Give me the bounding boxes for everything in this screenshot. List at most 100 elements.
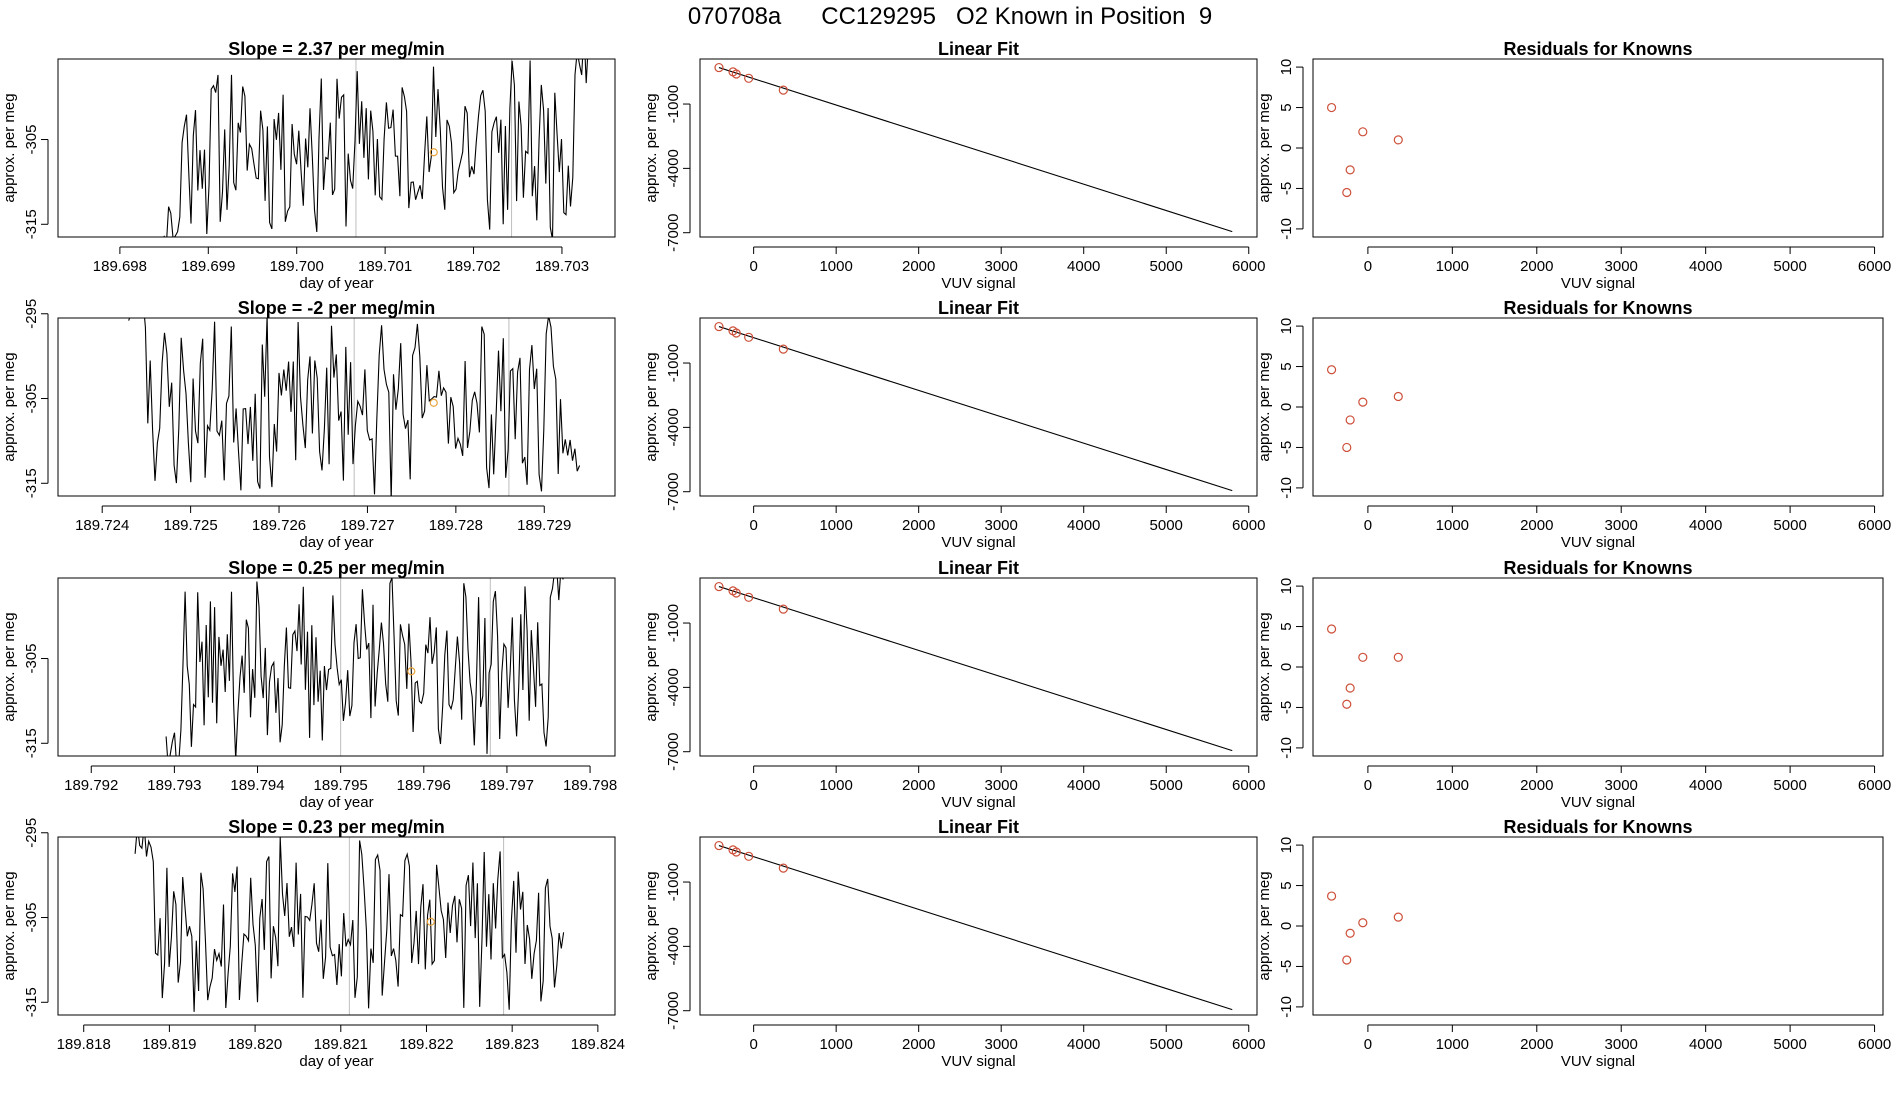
panel-frame (1312, 577, 1884, 757)
plot-area (714, 581, 1233, 752)
x-tick-label: 4000 (1689, 777, 1722, 794)
data-point (1342, 187, 1352, 198)
y-tick-label: 10 (1278, 318, 1295, 335)
y-tick-label: -305 (23, 903, 40, 933)
panel-frame (57, 577, 616, 757)
data-point (778, 85, 788, 95)
y-tick-label: -315 (23, 728, 40, 758)
data-point (1326, 891, 1337, 901)
x-tick-label: 1000 (1436, 517, 1469, 534)
y-tick-label: -4000 (665, 149, 682, 187)
x-tick-label: 3000 (1605, 517, 1638, 534)
y-tick-label: -4000 (665, 927, 682, 965)
x-tick-label: 0 (1364, 777, 1372, 794)
data-point (1393, 652, 1403, 662)
plot-area (714, 62, 1233, 233)
x-tick-label: 189.796 (397, 777, 451, 794)
y-axis-label: approx. per meg (1256, 93, 1273, 202)
y-tick-label: 10 (1278, 578, 1295, 595)
x-axis-label: VUV signal (941, 275, 1015, 292)
panel-frame (699, 836, 1258, 1016)
fit-line (718, 326, 1233, 492)
panel-frame (699, 577, 1258, 757)
x-tick-label: 3000 (1605, 777, 1638, 794)
y-tick-label: 0 (1278, 922, 1295, 930)
x-tick-label: 189.824 (571, 1036, 625, 1053)
x-tick-label: 5000 (1150, 258, 1183, 275)
data-point (731, 588, 741, 598)
x-tick-label: 189.700 (270, 258, 324, 275)
x-tick-label: 1000 (819, 258, 852, 275)
fit-line (718, 67, 1233, 233)
y-axis-label: approx. per meg (643, 871, 660, 980)
y-tick-label: 5 (1278, 103, 1295, 111)
y-tick-label: 5 (1278, 622, 1295, 630)
x-tick-label: 6000 (1232, 1036, 1265, 1053)
y-axis-label: approx. per meg (1256, 612, 1273, 721)
x-tick-label: 189.728 (429, 517, 483, 534)
x-axis-label: VUV signal (1561, 534, 1635, 551)
x-tick-label: 6000 (1858, 777, 1891, 794)
data-point (1358, 127, 1368, 137)
midpoint-marker (407, 667, 416, 676)
x-tick-label: 6000 (1858, 258, 1891, 275)
y-tick-label: -7000 (665, 214, 682, 252)
y-tick-label: 0 (1278, 144, 1295, 152)
panel-title: Slope = 0.23 per meg/min (228, 817, 445, 837)
data-point (1358, 397, 1368, 407)
x-tick-label: 189.819 (142, 1036, 196, 1053)
x-tick-label: 3000 (1605, 1036, 1638, 1053)
x-tick-label: 1000 (1436, 777, 1469, 794)
series-line (134, 837, 565, 1012)
x-tick-label: 5000 (1150, 1036, 1183, 1053)
panel-title: Residuals for Knowns (1503, 817, 1692, 837)
data-point (1345, 683, 1355, 693)
data-point (1345, 165, 1355, 175)
data-point (714, 321, 724, 332)
data-point (744, 592, 754, 602)
y-tick-label: -10 (1278, 737, 1295, 759)
y-tick-label: -5 (1278, 701, 1295, 714)
panel-2-2: Residuals for Knowns 0 1000 2000 3000 4000 500… (1256, 558, 1891, 811)
data-point (1358, 652, 1368, 662)
y-axis-label: approx. per meg (643, 93, 660, 202)
x-tick-label: 3000 (985, 258, 1018, 275)
x-tick-label: 1000 (1436, 258, 1469, 275)
data-point (1342, 955, 1352, 965)
panel-3-2: Residuals for Knowns 0 1000 2000 3000 4000 500… (1256, 817, 1891, 1070)
data-point (778, 863, 788, 873)
panel-frame (699, 317, 1258, 497)
plot-area (1326, 624, 1403, 709)
panel-title: Slope = 2.37 per meg/min (228, 39, 445, 59)
data-point (1358, 918, 1368, 928)
panel-2-0: Slope = 0.25 per meg/min 189.792 189.793 18… (1, 558, 617, 811)
x-tick-label: 189.822 (399, 1036, 453, 1053)
x-tick-label: 1000 (819, 517, 852, 534)
x-tick-label: 0 (749, 258, 757, 275)
x-tick-label: 189.726 (252, 517, 306, 534)
x-tick-label: 4000 (1689, 517, 1722, 534)
plot-area (163, 59, 589, 237)
plot-area (1326, 891, 1403, 965)
x-tick-label: 0 (1364, 1036, 1372, 1053)
panel-3-1: Linear Fit 0 1000 2000 3000 4000 5000 6000 VUV s… (643, 817, 1265, 1070)
series-line (128, 318, 581, 496)
plot-area (714, 321, 1233, 492)
x-tick-label: 0 (749, 517, 757, 534)
x-axis-label: day of year (299, 1053, 373, 1070)
x-tick-label: 0 (749, 777, 757, 794)
x-tick-label: 189.724 (75, 517, 129, 534)
x-tick-label: 189.797 (480, 777, 534, 794)
x-tick-label: 189.729 (517, 517, 571, 534)
panel-2-1: Linear Fit 0 1000 2000 3000 4000 5000 6000 VUV s… (643, 558, 1265, 811)
x-tick-label: 2000 (902, 258, 935, 275)
data-point (744, 73, 754, 83)
y-tick-label: -315 (23, 468, 40, 498)
panel-title: Slope = 0.25 per meg/min (228, 558, 445, 578)
data-point (731, 328, 741, 338)
fit-line (718, 845, 1233, 1011)
figure-title: 070708a CC129295 O2 Known in Position 9 (687, 3, 1213, 30)
panel-frame (1312, 58, 1884, 238)
data-point (778, 604, 788, 614)
